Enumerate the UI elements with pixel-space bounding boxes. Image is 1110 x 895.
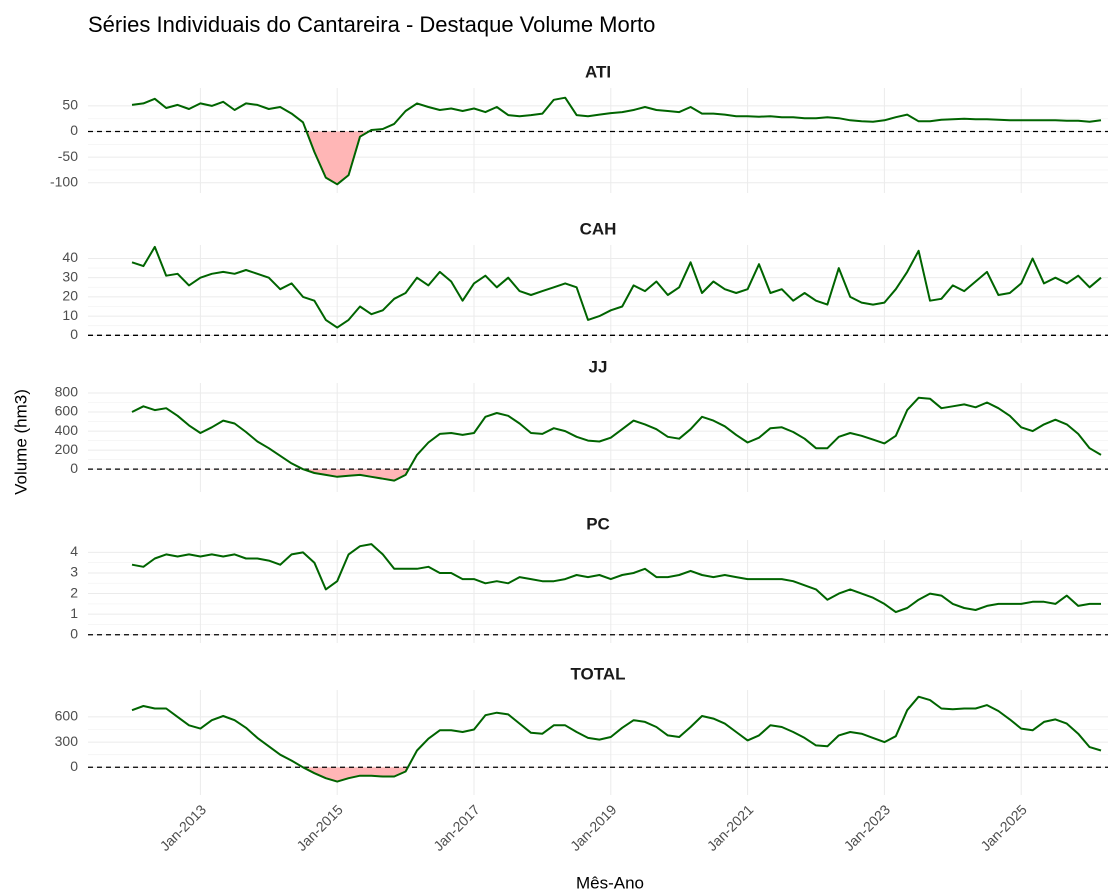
y-tick-label: 0 (70, 758, 78, 774)
x-axis-label: Mês-Ano (576, 873, 644, 892)
y-tick-label: 300 (55, 733, 79, 749)
series-line (131, 245, 1102, 329)
series-line (131, 396, 1102, 482)
x-tick-label: Jan-2025 (977, 801, 1030, 854)
y-tick-label: 4 (70, 543, 78, 559)
x-tick-label: Jan-2015 (293, 801, 346, 854)
y-tick-label: 400 (55, 422, 79, 438)
x-tick-label: Jan-2023 (841, 801, 894, 854)
negative-area (132, 247, 1101, 335)
y-axis-label: Volume (hm3) (11, 389, 30, 495)
x-tick-label: Jan-2019 (567, 801, 620, 854)
panel-title: JJ (589, 357, 608, 376)
y-tick-label: -50 (58, 148, 78, 164)
y-tick-label: 800 (55, 384, 79, 400)
y-tick-label: 0 (70, 122, 78, 138)
y-tick-label: 0 (70, 326, 78, 342)
y-tick-label: 200 (55, 441, 79, 457)
panel-title: ATI (585, 62, 611, 81)
y-tick-label: 600 (55, 403, 79, 419)
x-tick-label: Jan-2021 (704, 801, 757, 854)
panel-title: CAH (580, 219, 617, 238)
x-tick-label: Jan-2013 (157, 801, 210, 854)
negative-area (132, 469, 1101, 481)
y-tick-label: 600 (55, 708, 79, 724)
series-line (131, 96, 1102, 186)
y-tick-label: -100 (50, 173, 78, 189)
negative-area (132, 767, 1101, 782)
y-tick-label: 40 (62, 249, 78, 265)
y-tick-label: 0 (70, 625, 78, 641)
y-tick-label: 3 (70, 564, 78, 580)
y-tick-label: 0 (70, 460, 78, 476)
negative-area (132, 634, 1101, 635)
y-tick-label: 2 (70, 584, 78, 600)
panel-title: TOTAL (570, 664, 625, 683)
series-line (131, 695, 1102, 783)
chart-title: Séries Individuais do Cantareira - Desta… (88, 12, 655, 37)
panel-title: PC (586, 514, 610, 533)
negative-area (306, 131, 369, 185)
y-tick-label: 20 (62, 288, 78, 304)
x-tick-label: Jan-2017 (430, 801, 483, 854)
y-tick-label: 1 (70, 605, 78, 621)
y-tick-label: 50 (62, 97, 78, 113)
series-line (131, 543, 1101, 614)
y-tick-label: 10 (62, 307, 78, 323)
y-tick-label: 30 (62, 268, 78, 284)
